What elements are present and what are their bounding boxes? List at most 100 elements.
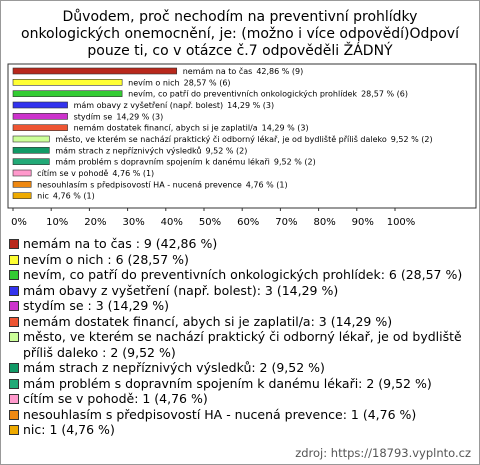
legend-swatch	[9, 270, 19, 280]
value-label: 14,29 % (3)	[262, 123, 309, 132]
bar-label: mám strach z nepříznivých výsledků 9,52 %…	[55, 145, 247, 155]
legend-item: mám problém s dopravním spojením k daném…	[9, 376, 471, 392]
bar	[12, 158, 50, 165]
legend-label: mám strach z nepříznivých výsledků: 2 (9…	[23, 360, 325, 375]
value-label: 42,86 % (9)	[256, 67, 303, 76]
category-label: nic	[37, 191, 49, 200]
legend-swatch	[9, 378, 19, 389]
bar-label: nic 4,76 % (1)	[37, 191, 95, 200]
x-tick-label: 80%	[313, 217, 335, 228]
legend: nemám na to čas : 9 (42,86 %) nevím o nic…	[9, 236, 471, 438]
legend-swatch	[9, 363, 19, 373]
category-label: nevím, co patří do preventivních onkolog…	[128, 89, 357, 98]
bar-label: nemám na to čas 42,86 % (9)	[183, 66, 304, 76]
category-label: cítím se v pohodě	[37, 169, 108, 178]
legend-label: mám obavy z vyšetření (např. bolest): 3 …	[23, 282, 339, 298]
x-tick-label: 100%	[387, 217, 416, 228]
category-label: mám obavy z vyšetření (např. bolest)	[74, 100, 224, 110]
category-label: mám strach z nepříznivých výsledků	[55, 145, 201, 155]
x-tick-label: 50%	[199, 217, 221, 228]
value-label: 9,52 % (2)	[391, 135, 433, 144]
bar-label: stydím se 14,29 % (3)	[74, 112, 164, 121]
legend-swatch	[9, 316, 19, 327]
legend-label: mám problém s dopravním spojením k daném…	[23, 375, 432, 391]
legend-item: stydím se : 3 (14,29 %)	[9, 298, 471, 314]
legend-swatch	[9, 239, 19, 249]
category-label: nesouhlasím s předpisovostí HA - nucená …	[37, 180, 242, 189]
x-tick-label: 20%	[84, 217, 106, 228]
category-label: nemám dostatek financí, abych si je zapl…	[74, 123, 258, 132]
value-label: 14,29 % (3)	[227, 101, 274, 110]
bar	[12, 192, 32, 199]
chart-title: Důvodem, proč nechodím na preventivní pr…	[21, 9, 459, 59]
bar-label: nevím, co patří do preventivních onkolog…	[128, 89, 408, 98]
bar-label: nevím o nich 28,57 % (6)	[128, 78, 230, 87]
category-label: mám problém s dopravním spojením k daném…	[55, 156, 270, 166]
legend-label: stydím se : 3 (14,29 %)	[23, 298, 170, 313]
bar	[12, 101, 68, 109]
legend-item: nic: 1 (4,76 %)	[9, 422, 471, 438]
value-label: 9,52 % (2)	[206, 146, 248, 155]
legend-label: nevím o nich : 6 (28,57 %)	[23, 251, 189, 267]
bar-label: mám problém s dopravním spojením k daném…	[55, 156, 315, 166]
legend-item: cítím se v pohodě: 1 (4,76 %)	[9, 391, 471, 407]
legend-label: nesouhlasím s předpisovostí HA - nucená …	[23, 406, 417, 422]
value-label: 14,29 % (3)	[116, 112, 163, 121]
bar-label: nesouhlasím s předpisovostí HA - nucená …	[37, 180, 287, 189]
value-label: 28,57 % (6)	[184, 78, 231, 87]
legend-item: nevím, co patří do preventivních onkolog…	[9, 267, 471, 283]
x-tick-label: 40%	[161, 217, 183, 228]
value-label: 4,76 % (1)	[246, 180, 288, 189]
x-tick-label: 0%	[11, 217, 27, 228]
bar	[12, 113, 68, 120]
category-label: nemám na to čas	[183, 66, 253, 76]
x-tick-label: 70%	[275, 217, 297, 228]
bar	[12, 90, 123, 97]
legend-swatch	[9, 332, 19, 342]
legend-swatch	[9, 409, 19, 420]
x-tick-label: 30%	[122, 217, 144, 228]
value-label: 4,76 % (1)	[53, 191, 95, 200]
bar-label: mám obavy z vyšetření (např. bolest) 14,2…	[74, 100, 275, 110]
bar	[12, 79, 123, 86]
bar	[12, 169, 32, 177]
bar-label: nemám dostatek financí, abych si je zapl…	[74, 123, 309, 132]
legend-swatch	[9, 425, 19, 435]
x-tick-label: 60%	[237, 217, 259, 228]
legend-item: nemám na to čas : 9 (42,86 %)	[9, 236, 471, 252]
legend-item: mám obavy z vyšetření (např. bolest): 3 …	[9, 283, 471, 299]
bar	[12, 135, 50, 143]
value-label: 9,52 % (2)	[274, 157, 316, 166]
x-tick-label: 10%	[46, 217, 68, 228]
source: zdroj: https://18793.vyplnto.cz	[295, 446, 471, 460]
legend-label: nic: 1 (4,76 %)	[23, 422, 115, 437]
bar	[12, 147, 50, 154]
x-tick-label: 90%	[352, 217, 374, 228]
legend-item: nemám dostatek financí, abych si je zapl…	[9, 314, 471, 330]
category-label: město, ve kterém se nachází praktický či…	[55, 134, 387, 144]
legend-swatch	[9, 301, 19, 311]
legend-label: nemám na to čas : 9 (42,86 %)	[23, 236, 218, 251]
legend-label: nevím, co patří do preventivních onkolog…	[23, 267, 463, 282]
legend-swatch	[9, 394, 19, 404]
legend-swatch	[9, 254, 19, 265]
category-label: nevím o nich	[128, 78, 179, 87]
legend-label: nemám dostatek financí, abych si je zapl…	[23, 313, 393, 329]
value-label: 28,57 % (6)	[361, 89, 408, 98]
category-label: stydím se	[74, 112, 113, 121]
legend-swatch	[9, 285, 19, 296]
legend-label: město, ve kterém se nachází praktický či…	[23, 329, 462, 360]
bar	[12, 67, 178, 75]
bar-label: město, ve kterém se nachází praktický či…	[55, 134, 432, 144]
legend-item: nevím o nich : 6 (28,57 %)	[9, 252, 471, 268]
legend-item: nesouhlasím s předpisovostí HA - nucená …	[9, 407, 471, 423]
bar-label: cítím se v pohodě 4,76 % (1)	[37, 169, 154, 178]
legend-label: cítím se v pohodě: 1 (4,76 %)	[23, 391, 208, 406]
legend-item: město, ve kterém se nachází praktický či…	[9, 329, 471, 360]
legend-item: mám strach z nepříznivých výsledků: 2 (9…	[9, 360, 471, 376]
bar	[12, 124, 68, 131]
bar	[12, 181, 32, 188]
plot: 0% 10% 20% 30% 40% 50% 60% 70% 80% 90% 100% nemám n…	[7, 63, 477, 228]
value-label: 4,76 % (1)	[112, 169, 154, 178]
